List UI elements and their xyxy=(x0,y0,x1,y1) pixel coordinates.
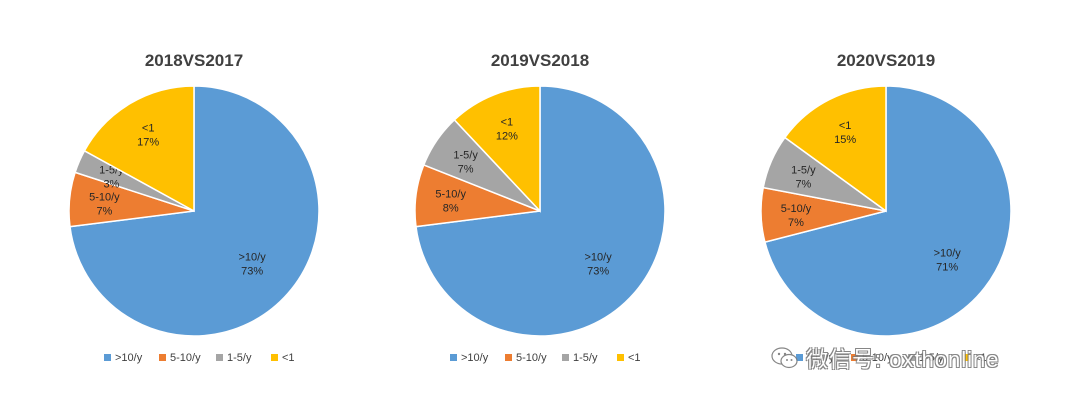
legend-swatch-gt10 xyxy=(450,354,457,361)
slice-label-lt1: <1 xyxy=(501,116,514,128)
slice-percent-1-5: 7% xyxy=(458,163,474,175)
slice-label-gt10: >10/y xyxy=(584,251,612,263)
chart-title: 2020VS2019 xyxy=(837,51,935,70)
slice-percent-gt10: 73% xyxy=(587,265,609,277)
legend-swatch-5-10 xyxy=(505,354,512,361)
legend-label-lt1: <1 xyxy=(974,352,987,364)
legend-label-5-10: 5-10/y xyxy=(862,352,893,364)
legend-label-gt10: >10/y xyxy=(115,352,143,364)
legend-label-1-5: 1-5/y xyxy=(573,352,598,364)
slice-percent-gt10: 73% xyxy=(241,265,263,277)
pie-chart-2: 2019VS2018 >10/y 73% 5-10/y 8% 1-5/y 7% <1 12% >1… xyxy=(414,51,666,364)
pie-slice-lt1 xyxy=(83,85,195,213)
legend-swatch-1-5 xyxy=(908,354,915,361)
pie-chart-1: 2018VS2017 >10/y 73% 5-10/y 7% 1-5/y 3% <1 17% >1… xyxy=(68,51,320,364)
slice-label-5-10: 5-10/y xyxy=(89,192,120,204)
wechat-icon xyxy=(771,347,798,369)
slice-label-gt10: >10/y xyxy=(934,248,962,260)
legend-swatch-1-5 xyxy=(562,354,569,361)
watermark: 微信号: oxthonline xyxy=(770,338,1000,378)
slice-percent-1-5: 3% xyxy=(103,178,119,190)
slice-percent-lt1: 17% xyxy=(137,137,159,149)
legend-label-1-5: 1-5/y xyxy=(227,352,252,364)
legend: >10/y 5-10/y 1-5/y <1 xyxy=(450,352,641,364)
legend-label-gt10: >10/y xyxy=(807,352,835,364)
legend: >10/y 5-10/y 1-5/y <1 xyxy=(796,352,987,364)
legend: >10/y 5-10/y 1-5/y <1 xyxy=(104,352,295,364)
slice-label-gt10: >10/y xyxy=(238,251,266,263)
chart-title: 2019VS2018 xyxy=(491,51,589,70)
legend-swatch-gt10 xyxy=(796,354,803,361)
slice-label-5-10: 5-10/y xyxy=(781,203,812,215)
slice-label-lt1: <1 xyxy=(142,123,155,135)
slice-percent-lt1: 15% xyxy=(834,134,856,146)
chart-title: 2018VS2017 xyxy=(145,51,243,70)
slice-label-5-10: 5-10/y xyxy=(435,189,466,201)
legend-swatch-5-10 xyxy=(851,354,858,361)
slice-label-1-5: 1-5/y xyxy=(453,149,478,161)
legend-swatch-lt1 xyxy=(963,354,970,361)
legend-label-lt1: <1 xyxy=(628,352,641,364)
legend-label-gt10: >10/y xyxy=(461,352,489,364)
slice-percent-gt10: 71% xyxy=(936,262,958,274)
legend-swatch-5-10 xyxy=(159,354,166,361)
legend-label-5-10: 5-10/y xyxy=(170,352,201,364)
legend-swatch-gt10 xyxy=(104,354,111,361)
pie-slice-lt1 xyxy=(453,85,541,213)
slice-percent-5-10: 7% xyxy=(788,217,804,229)
slice-percent-1-5: 7% xyxy=(795,178,811,190)
legend-swatch-lt1 xyxy=(617,354,624,361)
slice-percent-5-10: 8% xyxy=(443,203,459,215)
legend-label-1-5: 1-5/y xyxy=(919,352,944,364)
watermark-text: 微信号: oxthonline xyxy=(806,347,1000,372)
slice-label-1-5: 1-5/y xyxy=(791,164,816,176)
slice-percent-5-10: 7% xyxy=(96,206,112,218)
legend-swatch-1-5 xyxy=(216,354,223,361)
legend-label-lt1: <1 xyxy=(282,352,295,364)
pie-slice-lt1 xyxy=(783,85,887,213)
slice-percent-lt1: 12% xyxy=(496,130,518,142)
legend-swatch-lt1 xyxy=(271,354,278,361)
slice-label-lt1: <1 xyxy=(839,120,852,132)
pie-slice-gt10 xyxy=(764,85,1012,337)
legend-label-5-10: 5-10/y xyxy=(516,352,547,364)
pie-chart-3: 2020VS2019 >10/y 71% 5-10/y 7% 1-5/y 7% <1 15% >1… xyxy=(760,51,1012,364)
